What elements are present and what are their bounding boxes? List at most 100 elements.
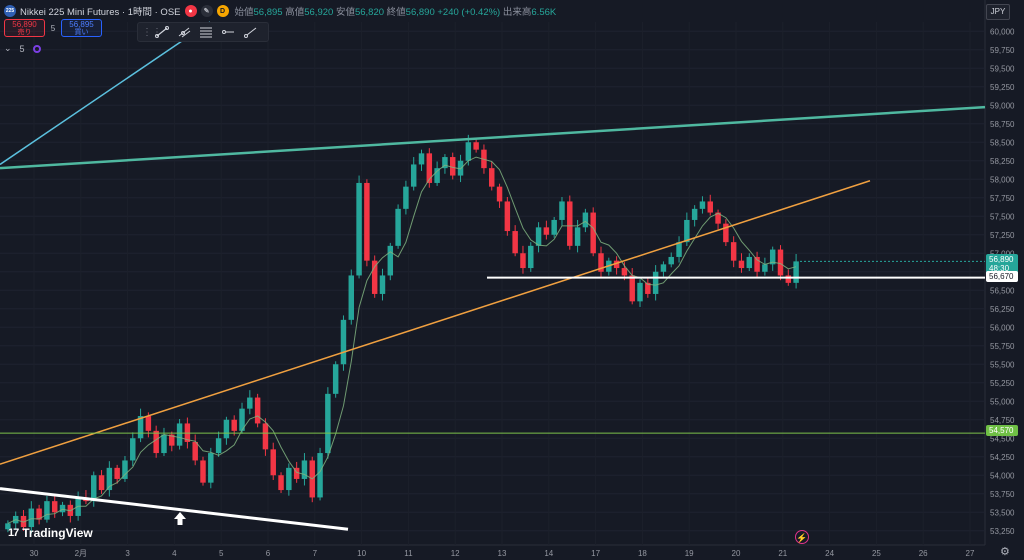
current-price-value: 56,890: [989, 255, 1014, 264]
white-line-price-label: 56,670: [986, 271, 1018, 282]
ray-icon[interactable]: [242, 25, 258, 39]
orange-trend-line[interactable]: [0, 180, 871, 465]
y-tick-label: 59,250: [990, 83, 1015, 92]
candle-body: [785, 275, 792, 283]
candle-body: [254, 397, 261, 424]
candle-body: [637, 282, 643, 302]
candle-body: [395, 208, 401, 246]
candle-body: [551, 219, 557, 235]
green-line-price-label: 54,570: [986, 425, 1018, 436]
candle-body: [192, 441, 198, 461]
x-tick-label: 30: [30, 549, 39, 558]
candle-body: [418, 153, 425, 165]
candle-body: [317, 453, 323, 498]
indicator-dot-icon[interactable]: [32, 44, 41, 53]
currency-selector[interactable]: JPY: [986, 4, 1010, 20]
candle-body: [730, 242, 737, 261]
spread-value: 5: [50, 23, 56, 33]
candle-body: [364, 182, 370, 261]
white-lower-trend-line[interactable]: [0, 487, 349, 531]
candle-body: [223, 419, 230, 439]
chart-header: 225 Nikkei 225 Mini Futures · 1時間 · OSE …: [4, 3, 556, 19]
trend-line-icon[interactable]: [154, 25, 170, 39]
dividend-badge[interactable]: D: [216, 5, 229, 17]
x-tick-label: 27: [966, 549, 975, 558]
candle-body: [231, 419, 237, 431]
candle-body: [543, 227, 550, 235]
symbol-title[interactable]: Nikkei 225 Mini Futures · 1時間 · OSE: [20, 7, 181, 18]
volume-label: 出来高: [502, 7, 532, 18]
y-tick-label: 54,000: [990, 471, 1015, 480]
x-tick-label: 7: [313, 549, 318, 558]
candle-body: [613, 260, 620, 269]
low-value: 56,820: [354, 7, 385, 18]
candle-body: [738, 260, 745, 269]
candle-body: [44, 501, 50, 520]
pitchfork-icon[interactable]: [176, 25, 192, 39]
x-tick-label: 18: [638, 549, 647, 558]
candle-body: [535, 227, 542, 246]
candle-body: [200, 460, 206, 483]
candle-body: [239, 408, 245, 431]
candle-body: [645, 282, 651, 294]
moving-average-line: [7, 156, 797, 524]
x-tick-label: 10: [357, 549, 366, 558]
chevron-down-icon[interactable]: ⌄: [4, 43, 12, 53]
candle-body: [676, 242, 682, 257]
x-tick-label: 14: [544, 549, 553, 558]
candle-body: [122, 460, 128, 479]
buy-button[interactable]: 56,895 買い: [61, 19, 102, 37]
fib-retracement-icon[interactable]: [198, 25, 214, 39]
y-tick-label: 55,000: [990, 397, 1015, 406]
y-tick-label: 54,750: [990, 416, 1015, 425]
gear-icon[interactable]: ⚙: [1000, 546, 1010, 558]
close-value: 56,890: [405, 7, 435, 18]
lightning-icon[interactable]: ⚡: [795, 530, 809, 544]
cyan-trend-line[interactable]: [0, 21, 211, 166]
sell-price: 56,890: [12, 20, 37, 29]
candle-body: [715, 212, 721, 224]
x-tick-label: 13: [498, 549, 507, 558]
sell-button[interactable]: 56,890 売り: [4, 19, 45, 37]
candle-body: [28, 508, 35, 528]
y-tick-label: 55,750: [990, 342, 1015, 351]
candle-body: [176, 423, 183, 446]
y-tick-label: 53,500: [990, 508, 1015, 517]
x-tick-label: 24: [825, 549, 834, 558]
current-price-label: 56,890 48:30: [986, 254, 1018, 274]
upper-channel-line[interactable]: [0, 105, 986, 170]
candle-body: [652, 271, 659, 294]
candle-body: [668, 256, 674, 265]
eye-icon[interactable]: ●: [184, 5, 197, 17]
candle-body: [582, 212, 589, 228]
candle-body: [598, 253, 604, 272]
y-tick-label: 59,750: [990, 46, 1015, 55]
candle-body: [723, 223, 729, 243]
horizontal-ray-icon[interactable]: [220, 25, 236, 39]
candle-body: [567, 201, 573, 246]
candle-body: [371, 260, 378, 294]
candle-body: [301, 460, 308, 479]
open-value: 56,895: [253, 7, 283, 18]
y-tick-label: 59,000: [990, 101, 1015, 110]
y-tick-label: 56,250: [990, 305, 1015, 314]
x-tick-label: 2月: [75, 549, 87, 558]
tradingview-logo[interactable]: 17 TradingView: [8, 526, 93, 540]
symbol-logo[interactable]: 225: [4, 5, 16, 17]
candle-body: [512, 231, 518, 254]
grip-icon[interactable]: ⋮⋮: [142, 26, 162, 38]
pencil-icon[interactable]: ✎: [200, 5, 213, 17]
y-tick-label: 58,750: [990, 120, 1015, 129]
drawing-toolbar: ⋮⋮: [137, 22, 269, 42]
y-tick-label: 58,250: [990, 157, 1015, 166]
candle-body: [707, 201, 713, 213]
candle-body: [332, 364, 339, 394]
x-tick-label: 3: [125, 549, 130, 558]
candle-body: [379, 275, 386, 294]
candle-body: [161, 434, 167, 454]
candle-body: [51, 501, 58, 513]
candle-body: [340, 319, 347, 365]
trade-buttons: 56,890 売り 5 56,895 買い: [4, 19, 102, 37]
